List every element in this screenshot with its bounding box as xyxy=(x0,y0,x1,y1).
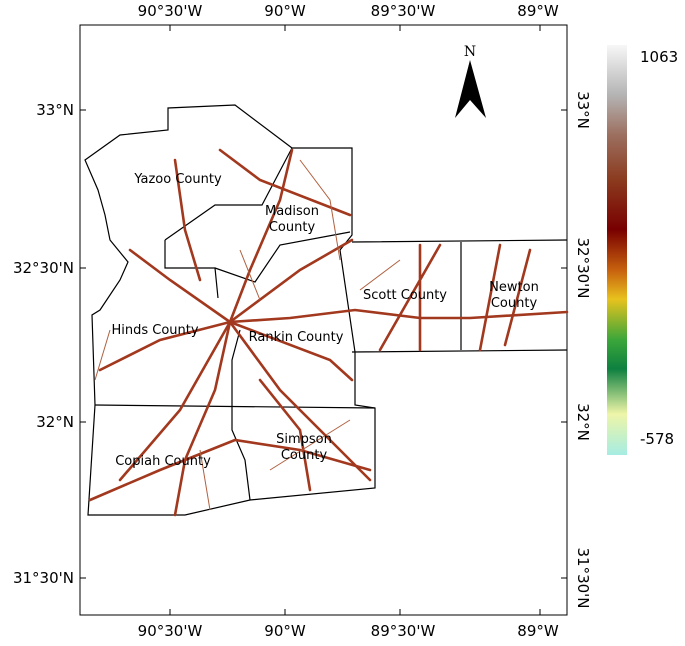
north-arrow xyxy=(455,60,486,118)
county-label: Newton County xyxy=(489,280,539,311)
county-label: Hinds County xyxy=(111,323,199,338)
colorbar xyxy=(607,45,627,455)
county-label: Scott County xyxy=(363,288,447,303)
lon-tick-label: 90°30'W xyxy=(137,2,203,20)
lat-tick-label: 33°N xyxy=(574,91,592,129)
county-label: Simpson County xyxy=(276,432,332,463)
county-label: Copiah County xyxy=(115,454,211,469)
county-boundaries xyxy=(84,104,568,516)
lon-tick-label: 89°W xyxy=(517,2,559,20)
lon-tick-label: 90°W xyxy=(264,622,306,640)
lon-tick-label: 90°30'W xyxy=(137,622,203,640)
lat-tick-label: 32°30'N xyxy=(574,237,592,299)
colorbar-max: 1063 xyxy=(640,48,679,66)
lon-tick-label: 89°W xyxy=(517,622,559,640)
lat-tick-label: 32°N xyxy=(36,413,74,431)
county-label: Rankin County xyxy=(248,330,344,345)
county-label: Madison County xyxy=(264,204,319,235)
lon-tick-label: 89°30'W xyxy=(370,622,436,640)
frame-ticks xyxy=(80,25,567,615)
lon-tick-label: 89°30'W xyxy=(370,2,436,20)
lat-tick-label: 31°30'N xyxy=(574,547,592,609)
colorbar-min: -578 xyxy=(640,430,675,448)
north-label: N xyxy=(463,44,477,60)
roads xyxy=(88,148,569,517)
lat-tick-label: 33°N xyxy=(36,101,74,119)
map-frame xyxy=(79,24,568,616)
lat-tick-label: 32°30'N xyxy=(12,259,74,277)
lat-tick-label: 31°30'N xyxy=(12,569,74,587)
minor-roads xyxy=(94,159,401,511)
county-label: Yazoo County xyxy=(134,172,222,187)
lon-tick-label: 90°W xyxy=(264,2,306,20)
lat-tick-label: 32°N xyxy=(574,403,592,441)
